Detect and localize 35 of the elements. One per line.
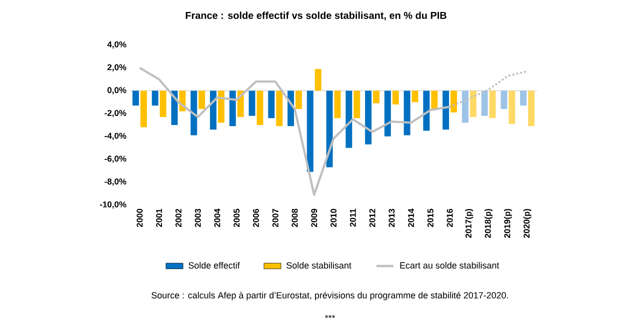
y-tick-label: 2,0% [107, 64, 126, 72]
x-tick-label: 2014 [408, 208, 414, 228]
x-tick-label: 2015 [427, 208, 434, 228]
x-tick-label: 2007 [272, 208, 278, 228]
x-tick-label: 2019(p) [504, 208, 512, 238]
x-tick-label: 2004 [214, 208, 220, 228]
x-tick-label: 2010 [330, 208, 336, 228]
legend-label: Ecart au solde stabilisant [400, 262, 500, 269]
y-tick-label: 0,0% [108, 87, 126, 94]
y-tick-label: -10,0% [100, 201, 126, 209]
x-tick-label: 2003 [194, 208, 201, 228]
x-tick-label: 2018(p) [484, 208, 492, 238]
x-tick-label: 2000 [136, 208, 143, 228]
x-tick-label: 2005 [234, 208, 240, 228]
y-tick-label: 4,0% [107, 41, 126, 49]
x-tick-label: 2008 [292, 208, 298, 228]
x-tick-label: 2002 [175, 208, 182, 228]
y-tick-label: -4,0% [104, 132, 126, 140]
x-tick-label: 2012 [369, 208, 376, 228]
source-note: Source : calculs Afep à partir d’Eurostat, prévisions du programme de stabilité 2017-2020. [152, 292, 508, 300]
y-tick-label: -6,0% [104, 156, 126, 163]
x-tick-label: 2009 [311, 208, 318, 228]
x-tick-label: 2017(p) [465, 208, 474, 238]
legend-label: Solde effectif [188, 262, 240, 269]
x-tick-label: 2013 [388, 208, 395, 228]
y-tick-label: -8,0% [104, 178, 126, 186]
x-tick-label: 2020(p) [523, 208, 532, 238]
text: *** [324, 314, 336, 318]
x-tick-label: 2016 [446, 208, 453, 228]
legend-label: Solde stabilisant [286, 262, 352, 269]
x-tick-label: 2001 [156, 208, 162, 228]
x-tick-label: 2006 [252, 208, 259, 228]
chart-title: France : solde effectif vs solde stabilisant, en % du PIB [186, 12, 446, 20]
x-tick-label: 2011 [350, 208, 356, 227]
y-tick-label: -2,0% [104, 110, 126, 118]
